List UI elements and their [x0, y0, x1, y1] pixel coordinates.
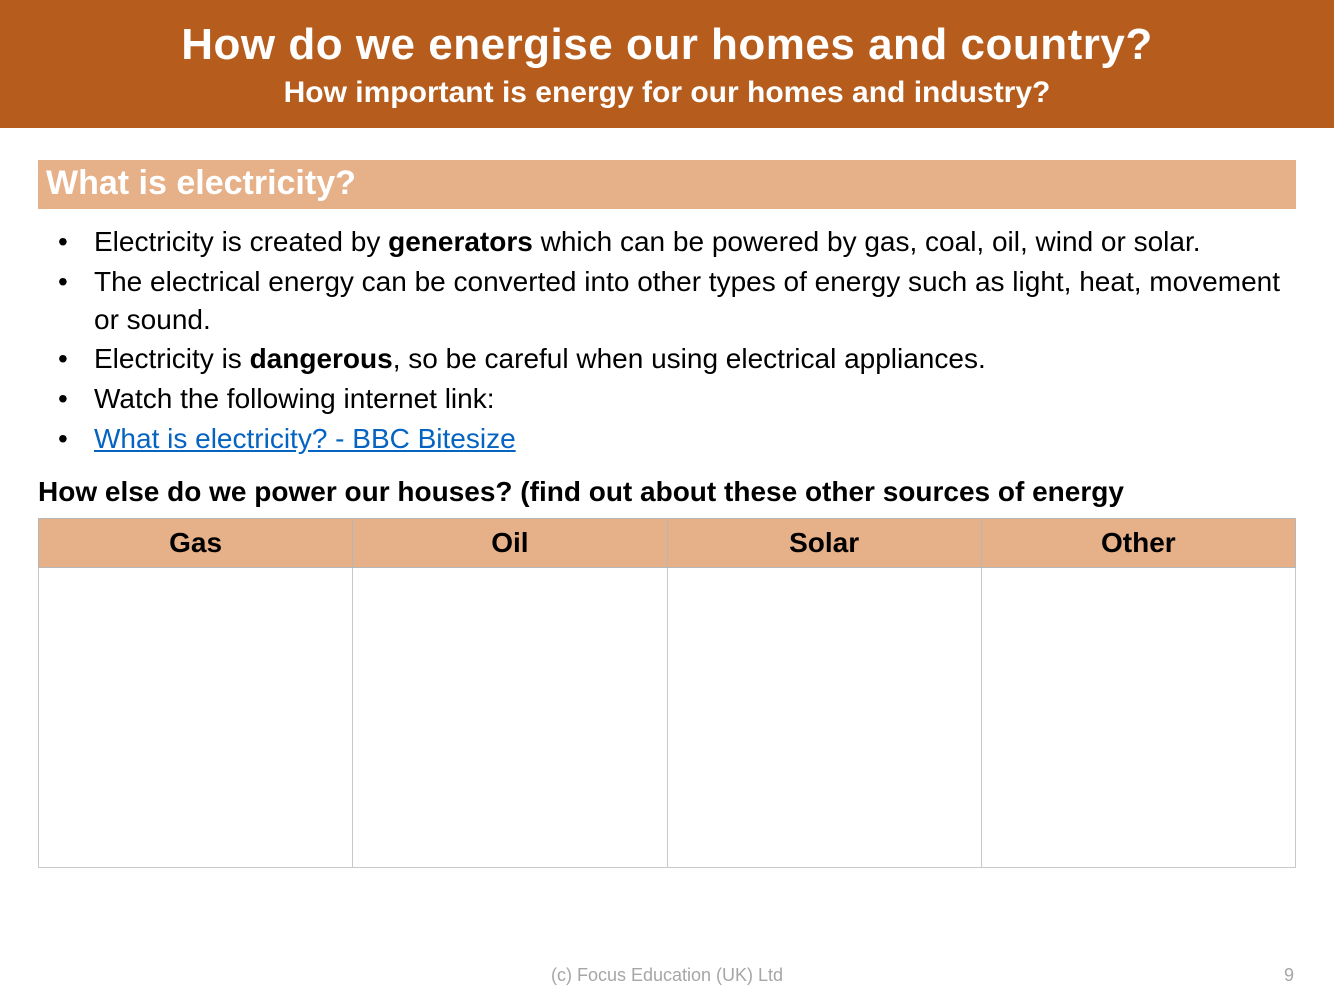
bullet-3: Electricity is dangerous, so be careful …	[58, 340, 1296, 378]
bbc-bitesize-link[interactable]: What is electricity? - BBC Bitesize	[94, 423, 516, 454]
col-header-gas: Gas	[39, 518, 353, 567]
bullet-1-post: which can be powered by gas, coal, oil, …	[533, 226, 1201, 257]
table-row	[39, 567, 1296, 867]
slide-title: How do we energise our homes and country…	[30, 20, 1304, 70]
bullet-2: The electrical energy can be converted i…	[58, 263, 1296, 339]
energy-sources-table: Gas Oil Solar Other	[38, 518, 1296, 868]
bullet-list: Electricity is created by generators whi…	[38, 223, 1296, 458]
cell-other	[981, 567, 1295, 867]
slide-container: How do we energise our homes and country…	[0, 0, 1334, 1000]
bullet-5: What is electricity? - BBC Bitesize	[58, 420, 1296, 458]
section-heading: What is electricity?	[38, 160, 1296, 209]
bullet-4: Watch the following internet link:	[58, 380, 1296, 418]
content-area: What is electricity? Electricity is crea…	[0, 128, 1334, 1000]
bullet-3-bold: dangerous	[250, 343, 393, 374]
bullet-3-post: , so be careful when using electrical ap…	[393, 343, 986, 374]
bullet-1: Electricity is created by generators whi…	[58, 223, 1296, 261]
title-banner: How do we energise our homes and country…	[0, 0, 1334, 128]
slide-subtitle: How important is energy for our homes an…	[30, 76, 1304, 110]
bullet-1-pre: Electricity is created by	[94, 226, 388, 257]
footer-page-number: 9	[1284, 965, 1294, 986]
table-header-row: Gas Oil Solar Other	[39, 518, 1296, 567]
bullet-3-pre: Electricity is	[94, 343, 250, 374]
cell-oil	[353, 567, 667, 867]
bullet-1-bold: generators	[388, 226, 533, 257]
col-header-solar: Solar	[667, 518, 981, 567]
table-subheading: How else do we power our houses? (find o…	[38, 476, 1296, 508]
col-header-other: Other	[981, 518, 1295, 567]
cell-gas	[39, 567, 353, 867]
slide-footer: (c) Focus Education (UK) Ltd 9	[0, 965, 1334, 986]
col-header-oil: Oil	[353, 518, 667, 567]
footer-copyright: (c) Focus Education (UK) Ltd	[551, 965, 783, 986]
cell-solar	[667, 567, 981, 867]
